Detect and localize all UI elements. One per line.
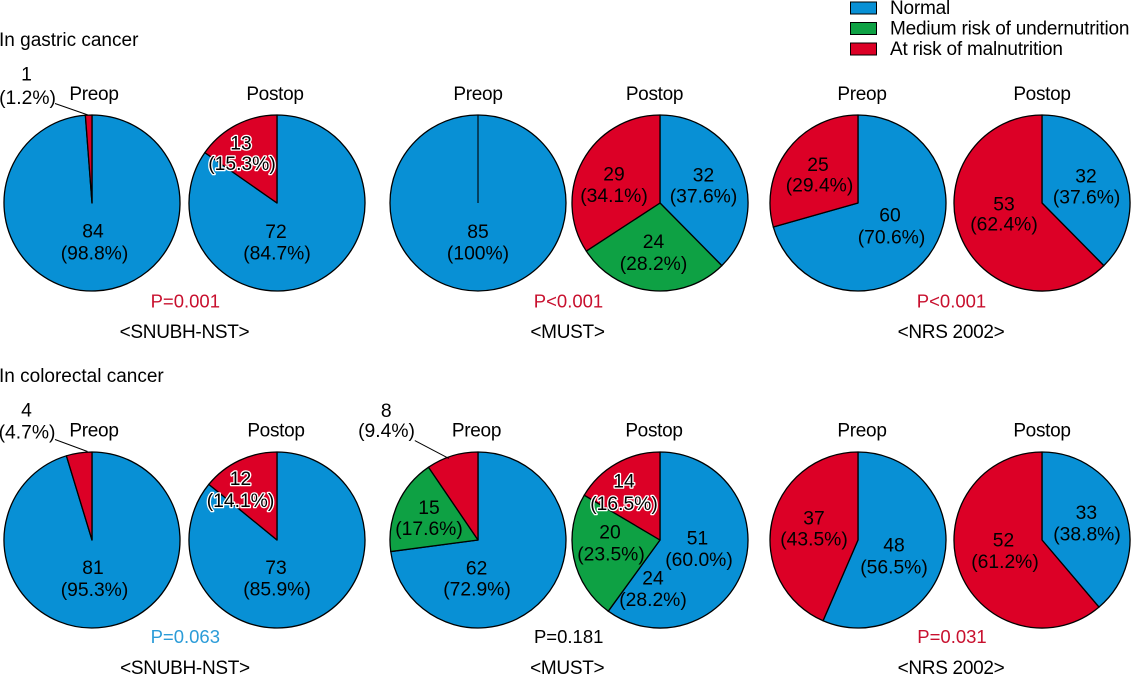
svg-text:(37.6%): (37.6%) (670, 187, 738, 208)
svg-text:(72.9%): (72.9%) (443, 580, 511, 601)
svg-text:13: 13 (230, 134, 251, 155)
svg-text:20: 20 (599, 523, 620, 544)
svg-text:53: 53 (993, 194, 1014, 215)
svg-text:(95.3%): (95.3%) (61, 580, 129, 601)
svg-text:85: 85 (467, 222, 488, 243)
svg-text:15: 15 (418, 498, 439, 519)
svg-text:(70.6%): (70.6%) (858, 228, 926, 249)
svg-text:48: 48 (883, 535, 904, 556)
svg-text:(34.1%): (34.1%) (580, 186, 648, 207)
svg-text:<NRS 2002>: <NRS 2002> (898, 322, 1005, 343)
svg-text:62: 62 (466, 559, 487, 580)
svg-text:Postop: Postop (625, 421, 682, 442)
svg-text:Preop: Preop (837, 84, 886, 105)
svg-text:Preop: Preop (453, 84, 502, 105)
svg-text:Normal: Normal (890, 0, 950, 19)
svg-text:(29.4%): (29.4%) (786, 175, 854, 196)
svg-text:72: 72 (265, 222, 286, 243)
svg-text:(61.2%): (61.2%) (971, 552, 1039, 573)
svg-text:29: 29 (603, 165, 624, 186)
svg-text:25: 25 (807, 155, 828, 176)
svg-text:(1.2%): (1.2%) (0, 88, 56, 109)
svg-text:8: 8 (381, 401, 392, 422)
svg-text:Postop: Postop (626, 84, 683, 105)
svg-text:<SNUBH-NST>: <SNUBH-NST> (120, 658, 250, 675)
svg-text:(23.5%): (23.5%) (577, 545, 645, 566)
svg-text:32: 32 (1075, 167, 1096, 188)
svg-text:60: 60 (879, 206, 900, 227)
svg-text:12: 12 (230, 469, 251, 490)
svg-text:P<0.001: P<0.001 (534, 291, 603, 312)
svg-text:Medium risk of undernutrition: Medium risk of undernutrition (890, 18, 1129, 39)
svg-text:(17.6%): (17.6%) (395, 519, 463, 540)
svg-text:14: 14 (613, 472, 635, 493)
svg-text:32: 32 (693, 166, 714, 187)
svg-text:(98.8%): (98.8%) (61, 244, 129, 265)
svg-text:<MUST>: <MUST> (530, 658, 604, 675)
svg-text:Preop: Preop (69, 84, 118, 105)
svg-text:24: 24 (642, 569, 664, 590)
svg-text:(37.6%): (37.6%) (1053, 187, 1121, 208)
svg-text:Preop: Preop (452, 421, 501, 442)
svg-text:(4.7%): (4.7%) (0, 423, 55, 444)
svg-text:P<0.001: P<0.001 (917, 291, 986, 312)
svg-text:4: 4 (21, 401, 32, 422)
svg-text:51: 51 (687, 529, 708, 550)
svg-text:(85.9%): (85.9%) (243, 580, 311, 601)
svg-text:Postop: Postop (246, 84, 303, 105)
svg-text:(15.3%): (15.3%) (208, 154, 276, 175)
svg-text:<SNUBH-NST>: <SNUBH-NST> (120, 322, 250, 343)
svg-text:P=0.181: P=0.181 (534, 626, 603, 647)
svg-text:(62.4%): (62.4%) (970, 215, 1038, 236)
svg-text:84: 84 (82, 222, 104, 243)
svg-text:(100%): (100%) (447, 244, 509, 265)
svg-text:(38.8%): (38.8%) (1053, 525, 1121, 546)
svg-text:1: 1 (21, 64, 32, 85)
svg-text:81: 81 (82, 558, 103, 579)
svg-text:(16.5%): (16.5%) (590, 494, 658, 515)
svg-text:(28.2%): (28.2%) (620, 254, 688, 275)
svg-text:Postop: Postop (1013, 421, 1070, 442)
svg-text:P=0.001: P=0.001 (151, 291, 220, 312)
svg-text:33: 33 (1076, 503, 1097, 524)
svg-text:52: 52 (993, 531, 1014, 552)
svg-text:(43.5%): (43.5%) (780, 530, 848, 551)
svg-text:(60.0%): (60.0%) (665, 550, 733, 571)
svg-text:<MUST>: <MUST> (530, 322, 604, 343)
svg-text:At risk of malnutrition: At risk of malnutrition (890, 39, 1063, 60)
svg-text:(84.7%): (84.7%) (243, 244, 311, 265)
svg-text:P=0.031: P=0.031 (917, 626, 986, 647)
svg-text:(28.2%): (28.2%) (619, 590, 687, 611)
svg-text:(14.1%): (14.1%) (207, 491, 275, 512)
svg-text:Preop: Preop (69, 421, 118, 442)
svg-text:(56.5%): (56.5%) (860, 557, 928, 578)
svg-text:<NRS 2002>: <NRS 2002> (898, 658, 1005, 675)
svg-text:In colorectal cancer: In colorectal cancer (0, 366, 164, 387)
svg-text:37: 37 (803, 509, 824, 530)
svg-text:Preop: Preop (837, 421, 886, 442)
svg-text:24: 24 (643, 232, 665, 253)
svg-text:P=0.063: P=0.063 (151, 626, 220, 647)
svg-text:In gastric cancer: In gastric cancer (0, 30, 139, 51)
svg-text:(9.4%): (9.4%) (358, 421, 415, 442)
svg-text:Postop: Postop (1013, 84, 1070, 105)
svg-text:Postop: Postop (247, 421, 304, 442)
svg-text:73: 73 (265, 558, 286, 579)
